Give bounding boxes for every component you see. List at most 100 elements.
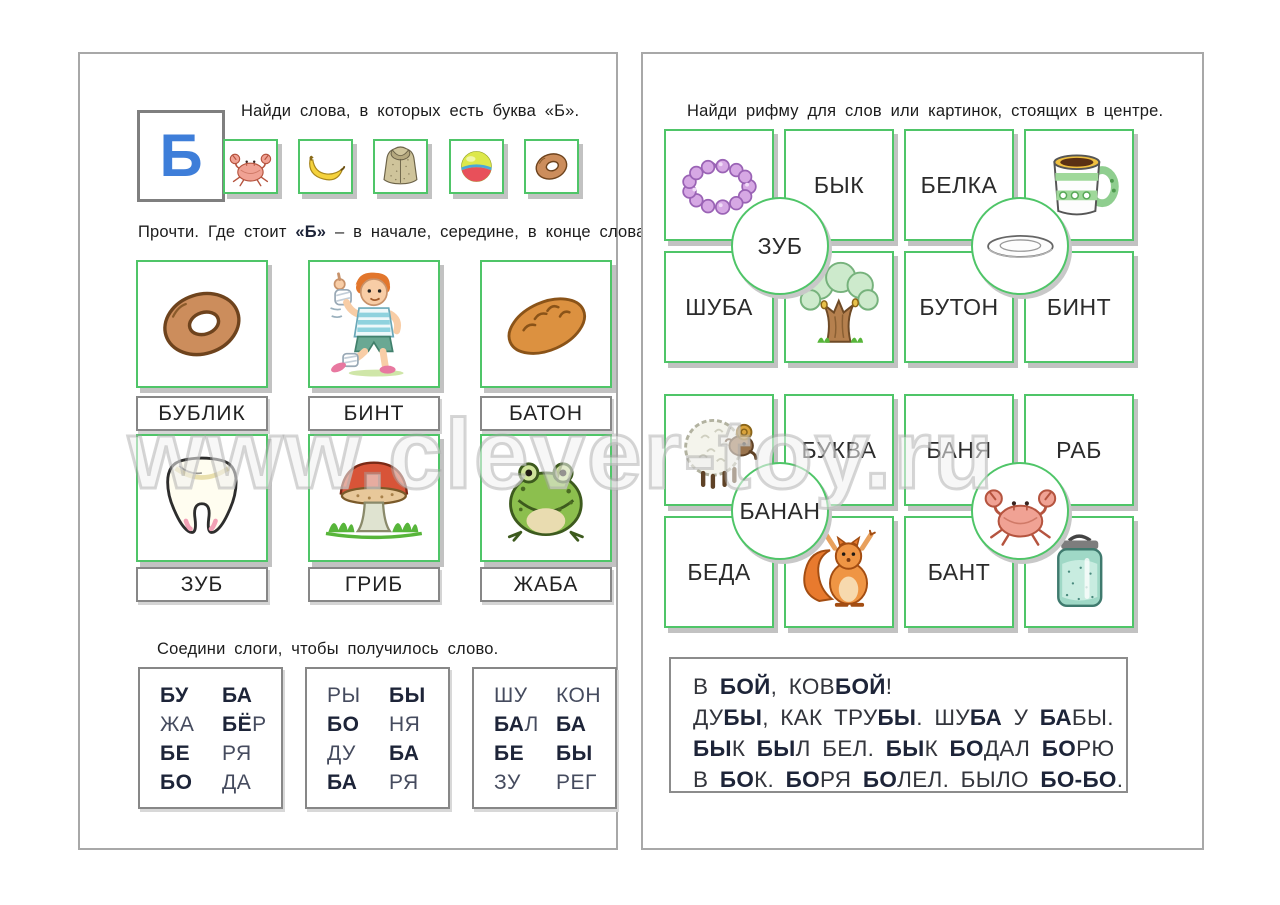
center-circle-word-ЗУБ: ЗУБ <box>731 197 829 295</box>
card-word-text: БАНЯ <box>926 436 992 463</box>
syllable-right: РЯ <box>389 768 419 797</box>
rhyme-grid-1: БЫК БЕЛКА ШУБА БУТОН БИНТ ЗУБ <box>643 129 1202 364</box>
text-segment: РЯ <box>819 767 863 792</box>
card-word-text: БЫК <box>813 171 865 198</box>
syllable-row: ШУ КОН <box>494 681 615 710</box>
word-label-text: БИНТ <box>343 401 405 425</box>
syllable-right: РЯ <box>222 739 252 768</box>
card-word-БУТОН: БУТОН <box>904 251 1014 363</box>
syllable-right: НЯ <box>389 710 420 739</box>
reading-line: В БОК. БОРЯ БОЛЕЛ. БЫЛО БО-БО. <box>693 764 1126 795</box>
text-segment: , КОВ <box>770 674 835 699</box>
text-segment: . ШУ <box>916 705 970 730</box>
syllable-left: БА <box>327 768 389 797</box>
text-segment: ЛЕЛ. БЫЛО <box>897 767 1041 792</box>
syllable-row: БЕ РЯ <box>160 739 281 768</box>
text-segment: БЁ <box>222 713 253 736</box>
card-mushroom <box>308 434 440 562</box>
text-segment: БО <box>1041 736 1077 761</box>
card-bandaged-boy <box>308 260 440 388</box>
text-segment: ! <box>885 674 893 699</box>
syllable-row: БО ДА <box>160 768 281 797</box>
syllable-row: БУ БА <box>160 681 281 710</box>
text-segment: ДА <box>222 771 252 794</box>
syllable-left: ЖА <box>160 710 222 739</box>
syllable-row: ЗУ РЕГ <box>494 768 615 797</box>
word-label-text: ЗУБ <box>180 572 224 596</box>
text-segment: БО <box>719 767 755 792</box>
reading-line: БЫК БЫЛ БЕЛ. БЫК БОДАЛ БОРЮ <box>693 733 1126 764</box>
rhyme-task-instruction: Найди рифму для слов или картинок, стоящ… <box>687 102 1164 120</box>
word-label-text: ГРИБ <box>344 572 404 596</box>
circle-word-text: БАНАН <box>739 497 821 524</box>
syllable-row: БА РЯ <box>327 768 448 797</box>
text-segment: БЫ <box>756 736 796 761</box>
syllable-task-instruction: Соедини слоги, чтобы получилось слово. <box>157 640 499 658</box>
syllable-right: ДА <box>222 768 251 797</box>
letter-card: Б <box>137 110 225 202</box>
circle-word-text: ЗУБ <box>757 232 803 259</box>
text-segment: ЖА <box>160 713 195 736</box>
word-label: ЗУБ <box>136 567 268 602</box>
syllable-left: БЕ <box>494 739 556 768</box>
card-bread-loaf <box>480 260 612 388</box>
syllable-row: РЫ БЫ <box>327 681 448 710</box>
text-segment: РЕГ <box>556 771 597 794</box>
center-circle-crab <box>971 462 1069 560</box>
card-word-БИНТ: БИНТ <box>1024 251 1134 363</box>
word-label: БАТОН <box>480 396 612 431</box>
text-segment: , КАК ТРУ <box>762 705 878 730</box>
text-segment: БО <box>949 736 984 761</box>
text-segment: БУ <box>160 684 189 707</box>
text-segment: ДУ <box>327 742 356 765</box>
card-beads <box>664 129 774 241</box>
word-label: ГРИБ <box>308 567 440 602</box>
card-banana <box>298 139 353 194</box>
text-segment: БЕ <box>494 742 525 765</box>
reading-box: В БОЙ, КОВБОЙ! ДУБЫ, КАК ТРУБЫ. ШУБА У БА… <box>669 657 1128 793</box>
text-segment: ШУ <box>494 684 528 707</box>
reading-line: ДУБЫ, КАК ТРУБЫ. ШУБА У БАБЫ. <box>693 702 1126 733</box>
syllable-left: БО <box>160 768 222 797</box>
text-segment: ДУ <box>693 705 724 730</box>
syllable-box: РЫ БЫ БО НЯ ДУ БА БА РЯ <box>305 667 450 809</box>
card-ram <box>664 394 774 506</box>
card-word-text: БЕДА <box>687 558 751 585</box>
syllable-right: БЫ <box>389 681 426 710</box>
text-segment: БЕ <box>160 742 191 765</box>
text-segment: БО-БО <box>1040 767 1117 792</box>
syllable-row: БО НЯ <box>327 710 448 739</box>
syllable-left: БУ <box>160 681 222 710</box>
text-segment: – в начале, середине, в конце слова? <box>326 223 655 241</box>
text-segment: РЮ <box>1076 736 1115 761</box>
card-word-text: БУТОН <box>919 293 999 320</box>
text-segment: БЫ <box>693 736 732 761</box>
text-segment: БА <box>222 684 253 707</box>
text-segment: К. <box>754 767 786 792</box>
find-task-instruction: Найди слова, в которых есть буква «Б». <box>241 102 580 120</box>
text-segment: БА <box>327 771 358 794</box>
text-segment: БА <box>969 705 1003 730</box>
syllable-right: БА <box>556 710 586 739</box>
text-segment: У <box>1002 705 1040 730</box>
syllable-left: РЫ <box>327 681 389 710</box>
word-label: БУБЛИК <box>136 396 268 431</box>
text-segment: К <box>924 736 950 761</box>
text-segment: РЯ <box>222 742 252 765</box>
text-segment: БО <box>160 771 193 794</box>
syllable-row: БАЛ БА <box>494 710 615 739</box>
card-bagel <box>524 139 579 194</box>
text-segment: БА <box>389 742 420 765</box>
syllable-row: БЕ БЫ <box>494 739 615 768</box>
word-label: ЖАБА <box>480 567 612 602</box>
text-segment: БЫ <box>556 742 593 765</box>
text-segment: БЫ <box>877 705 917 730</box>
card-word-text: БИНТ <box>1046 293 1112 320</box>
syllable-left: ЗУ <box>494 768 556 797</box>
text-segment: «Б» <box>295 223 327 241</box>
text-segment: НЯ <box>389 713 421 736</box>
letter-b: Б <box>159 122 203 189</box>
card-oak-tree <box>784 251 894 363</box>
card-word-ШУБА: ШУБА <box>664 251 774 363</box>
